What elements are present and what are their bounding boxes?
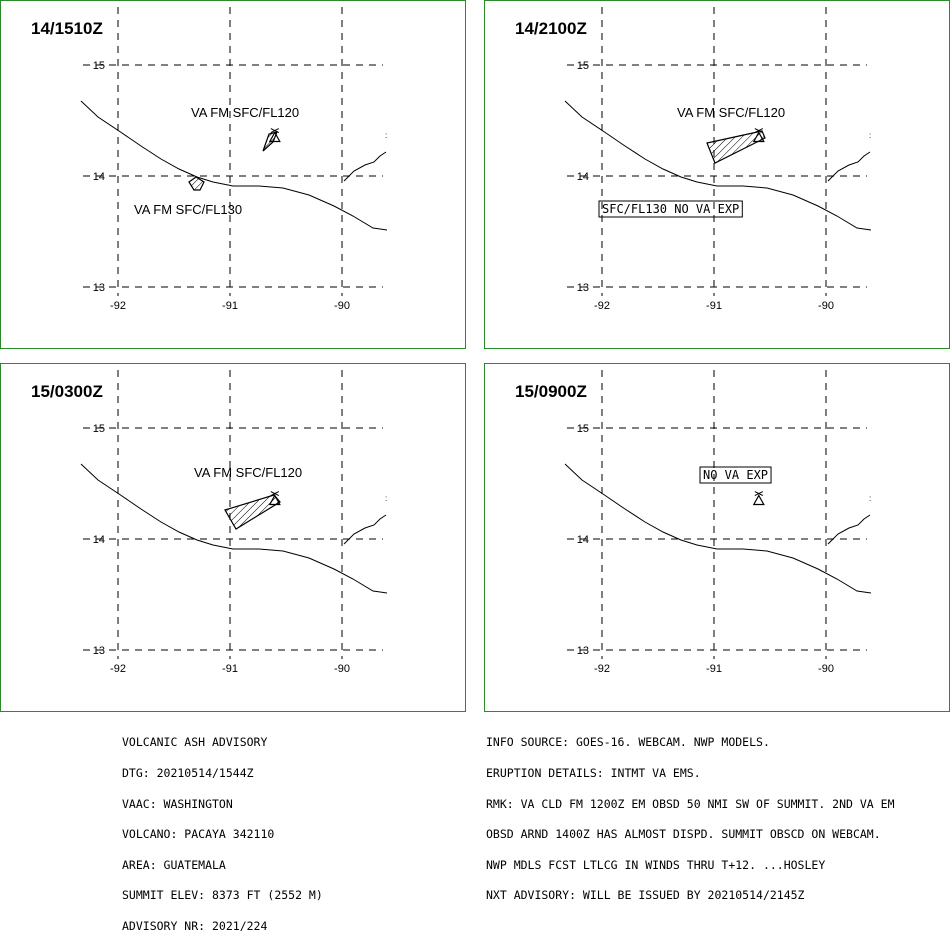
volcano-plume-mark — [270, 128, 280, 133]
longitude-label: -91 — [706, 663, 722, 675]
map-panel-3: 15 14 13 -92 -91 -90: VA FM SFC/FL120 15/0300Z — [0, 363, 466, 712]
country-border — [827, 151, 871, 182]
ash-cloud-polygon — [706, 130, 766, 164]
latitude-label: 13 — [93, 645, 105, 657]
longitude-label: -91 — [222, 300, 238, 312]
latitude-label: 15 — [577, 60, 589, 72]
advisory-line: VAAC: WASHINGTON — [122, 796, 233, 811]
advisory-line: SUMMIT ELEV: 8373 FT (2552 M) — [122, 888, 323, 903]
advisory-line: AREA: GUATEMALA — [122, 857, 226, 872]
longitude-label: -90 — [334, 663, 350, 675]
border-tick: : — [385, 131, 387, 140]
country-border — [827, 514, 871, 545]
coastline — [564, 463, 872, 594]
ash-label-box — [699, 466, 772, 484]
ash-label: SFC/FL130 NO VA EXP — [602, 202, 739, 216]
map-canvas-3: 15 14 13 -92 -91 -90: VA FM SFC/FL120 — [80, 370, 388, 675]
border-tick: : — [869, 494, 871, 503]
advisory-line: ERUPTION DETAILS: INTMT VA EMS. — [486, 766, 701, 781]
advisory-right: INFO SOURCE: GOES-16. WEBCAM. NWP MODELS… — [486, 717, 895, 911]
panel-time-1: 14/1510Z — [31, 19, 103, 38]
longitude-label: -90 — [818, 300, 834, 312]
latitude-label: 15 — [577, 423, 589, 435]
longitude-label: -90 — [818, 663, 834, 675]
volcano-triangle-icon — [752, 494, 765, 506]
advisory-line: ADVISORY NR: 2021/224 — [122, 919, 268, 934]
ash-cloud-polygon — [224, 494, 281, 530]
ash-label: VA FM SFC/FL120 — [677, 105, 785, 120]
latitude-label: 14 — [577, 171, 589, 183]
advisory-line: RMK: VA CLD FM 1200Z EM OBSD 50 NMI SW O… — [486, 796, 895, 811]
panel-time-3: 15/0300Z — [31, 382, 103, 401]
longitude-label: -90 — [334, 300, 350, 312]
country-border — [343, 514, 387, 545]
country-border — [343, 151, 387, 182]
advisory-line: VOLCANIC ASH ADVISORY — [122, 735, 268, 750]
map-panel-4: 15 14 13 -92 -91 -90: NO VA EXP 15/0900Z — [484, 363, 950, 712]
panel-time-2: 14/2100Z — [515, 19, 587, 38]
longitude-label: -92 — [594, 663, 610, 675]
longitude-label: -91 — [222, 663, 238, 675]
latitude-label: 13 — [93, 282, 105, 294]
longitude-label: -92 — [110, 300, 126, 312]
map-canvas-4: 15 14 13 -92 -91 -90: NO VA EXP — [564, 370, 872, 675]
advisory-line: NXT ADVISORY: WILL BE ISSUED BY 20210514… — [486, 888, 805, 903]
latitude-label: 15 — [93, 423, 105, 435]
coastline — [80, 100, 388, 231]
latitude-label: 14 — [577, 534, 589, 546]
map-canvas-2: 15 14 13 -92 -91 -90: VA FM SFC/FL120 SFC/FL130… — [564, 7, 872, 312]
latitude-label: 14 — [93, 534, 105, 546]
advisory-line: INFO SOURCE: GOES-16. WEBCAM. NWP MODELS… — [486, 735, 770, 750]
ash-label: VA FM SFC/FL120 — [191, 105, 299, 120]
latitude-label: 15 — [93, 60, 105, 72]
ash-label: NO VA EXP — [703, 468, 768, 482]
ash-cloud-polygon — [262, 131, 278, 152]
advisory-line: VOLCANO: PACAYA 342110 — [122, 827, 275, 842]
latitude-label: 14 — [93, 171, 105, 183]
coastline — [564, 100, 872, 231]
ash-label: VA FM SFC/FL120 — [194, 465, 302, 480]
ash-label-box — [598, 200, 743, 218]
ash-label: VA FM SFC/FL130 — [134, 202, 242, 217]
latitude-label: 13 — [577, 282, 589, 294]
coastline — [80, 463, 388, 594]
map-panel-2: 15 14 13 -92 -91 -90: VA FM SFC/FL120 SFC/FL130… — [484, 0, 950, 349]
map-canvas-1: 15 14 13 -92 -91 -90: VA FM SFC/FL120 VA FM SFC… — [80, 7, 388, 312]
advisory-line: NWP MDLS FCST LTLCG IN WINDS THRU T+12. … — [486, 857, 826, 872]
border-tick: : — [869, 131, 871, 140]
map-panel-1: 15 14 13 -92 -91 -90: VA FM SFC/FL120 VA FM SFC… — [0, 0, 466, 349]
longitude-label: -91 — [706, 300, 722, 312]
border-tick: : — [385, 494, 387, 503]
advisory-left: VOLCANIC ASH ADVISORY DTG: 20210514/1544… — [122, 717, 323, 941]
advisory-line: OBSD ARND 1400Z HAS ALMOST DISPD. SUMMIT… — [486, 827, 881, 842]
advisory-line: DTG: 20210514/1544Z — [122, 766, 254, 781]
longitude-label: -92 — [594, 300, 610, 312]
volcano-plume-mark — [754, 491, 764, 496]
panel-time-4: 15/0900Z — [515, 382, 587, 401]
latitude-label: 13 — [577, 645, 589, 657]
graticule — [83, 7, 383, 296]
longitude-label: -92 — [110, 663, 126, 675]
volcano-plume-mark — [270, 491, 280, 496]
ash-cloud-polygon — [188, 176, 205, 191]
graticule — [567, 370, 867, 659]
